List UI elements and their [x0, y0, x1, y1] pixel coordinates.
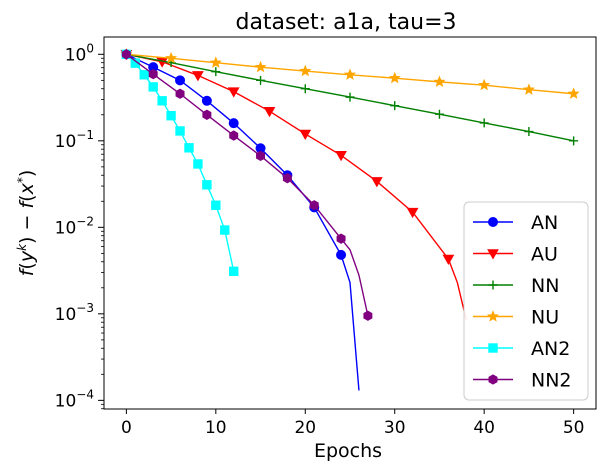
legend-marker-nu: [486, 310, 500, 322]
data-point-nn: [569, 136, 579, 146]
series-line-nn2: [125, 53, 369, 316]
data-point-an: [336, 249, 347, 260]
x-tick-label: 20: [294, 418, 316, 438]
data-point-nn2: [229, 130, 239, 141]
data-point-nn: [524, 127, 534, 137]
series-au: [120, 50, 467, 321]
legend-label: AN: [531, 212, 558, 234]
data-point-au: [227, 87, 240, 98]
legend-label: NU: [531, 307, 559, 329]
data-point-an: [175, 75, 186, 86]
legend-marker-an2: [488, 343, 498, 353]
data-point-nn: [300, 84, 310, 94]
x-axis-label: Epochs: [314, 440, 382, 462]
legend: AN AU NN NU AN2 NN2: [463, 201, 589, 401]
plot-frame: [103, 36, 597, 410]
legend-label: AU: [531, 244, 558, 266]
data-point-an2: [148, 82, 158, 92]
y-tick-label: 10−3: [55, 301, 94, 325]
y-tick-label: 10−4: [55, 387, 94, 411]
series-layer: [120, 47, 580, 391]
data-point-nn2: [121, 49, 131, 60]
chart-title: dataset: a1a, tau=3: [235, 10, 456, 35]
data-point-nn: [479, 118, 489, 128]
data-point-an2: [175, 126, 185, 136]
legend-item-an: AN: [473, 212, 558, 234]
series-nn2: [121, 49, 373, 321]
data-point-an2: [184, 143, 194, 153]
axis-ticks: 0 10 20 30 40 50 100 10−1 10−2 10−3 10−4: [55, 41, 585, 438]
data-point-nu: [522, 83, 535, 95]
legend-label: NN2: [531, 370, 572, 392]
legend-label: AN2: [531, 338, 570, 360]
data-point-nu: [388, 71, 401, 84]
data-point-nn2: [363, 310, 373, 321]
x-tick-label: 0: [121, 418, 132, 438]
legend-item-nn2: NN2: [473, 370, 572, 392]
data-point-an: [201, 95, 212, 106]
y-tick-label: 10−1: [55, 128, 94, 152]
data-point-an2: [202, 180, 212, 190]
x-tick-label: 50: [563, 418, 585, 438]
data-point-nn2: [336, 233, 346, 244]
data-point-an2: [193, 159, 203, 169]
data-point-nn2: [175, 88, 185, 99]
legend-item-an2: AN2: [473, 338, 570, 360]
data-point-an2: [166, 111, 176, 121]
x-tick-label: 40: [473, 418, 495, 438]
legend-marker-au: [487, 249, 499, 260]
legend-marker-nn: [488, 280, 498, 290]
data-point-an2: [157, 96, 167, 106]
data-point-au: [192, 71, 204, 82]
series-line-au: [126, 53, 467, 321]
data-point-au: [299, 129, 312, 140]
data-point-an2: [211, 200, 221, 210]
legend-item-nu: NU: [473, 307, 559, 329]
data-point-nu: [209, 56, 222, 68]
data-point-an2: [139, 70, 149, 80]
legend-marker-nn2: [488, 374, 498, 385]
data-point-au: [406, 207, 419, 219]
data-point-au: [370, 177, 383, 188]
data-point-nn: [390, 101, 400, 111]
data-point-nu: [433, 75, 446, 88]
y-tick-label: 10−2: [55, 214, 94, 238]
x-tick-label: 30: [384, 418, 406, 438]
data-point-an2: [229, 266, 239, 277]
data-point-nn: [256, 75, 266, 85]
data-point-nn2: [202, 109, 212, 120]
data-point-nn2: [309, 200, 319, 211]
legend-item-au: AU: [473, 244, 558, 266]
data-point-au: [442, 254, 455, 266]
data-point-nn: [211, 67, 221, 77]
legend-item-nn: NN: [473, 275, 559, 297]
legend-label: NN: [531, 275, 559, 297]
data-point-nn: [434, 109, 444, 119]
data-point-nn2: [282, 172, 292, 184]
data-point-nn2: [256, 150, 266, 162]
y-tick-label: 100: [65, 41, 94, 65]
legend-marker-an: [488, 217, 498, 227]
data-point-nu: [478, 78, 491, 91]
data-point-nu: [165, 51, 178, 64]
data-point-nu: [343, 68, 357, 80]
data-point-nu: [567, 87, 580, 99]
data-point-au: [335, 151, 347, 162]
data-point-an2: [220, 225, 230, 235]
data-point-an: [228, 118, 239, 129]
data-point-nu: [299, 64, 312, 77]
data-point-au: [263, 106, 276, 118]
data-point-nn2: [148, 68, 158, 80]
data-point-nu: [254, 60, 267, 73]
x-tick-label: 10: [205, 418, 227, 438]
y-axis-label: f(yk) − f(x*): [15, 170, 38, 277]
data-point-nn: [345, 92, 355, 102]
